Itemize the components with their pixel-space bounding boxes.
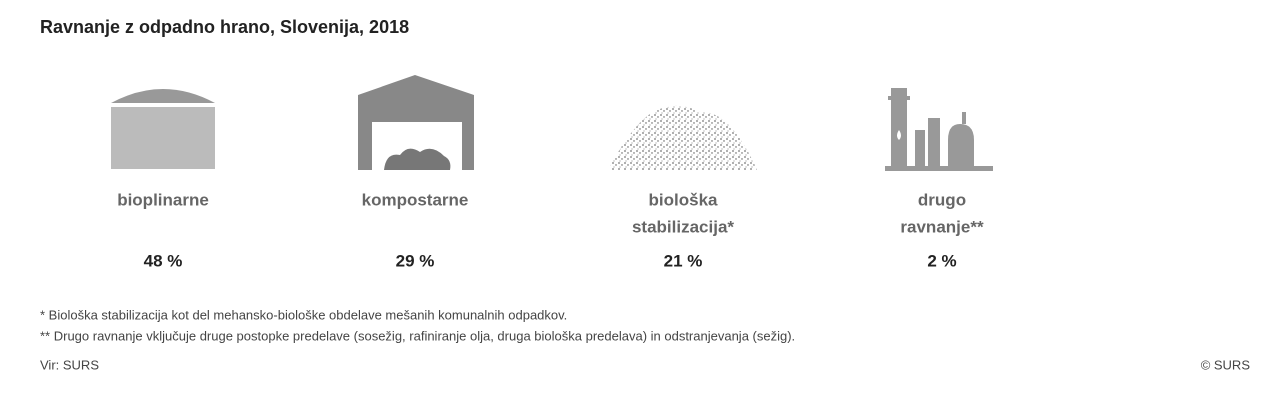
item-value: 29 %	[396, 251, 435, 270]
icon-biogas	[111, 89, 215, 169]
item-label: drugo	[918, 190, 966, 209]
icon-compost	[358, 75, 474, 170]
item-label: bioplinarne	[117, 190, 209, 209]
item-value: 21 %	[664, 251, 703, 270]
item-value: 2 %	[927, 251, 956, 270]
items: bioplinarne 48 % kompostarne 29 % biološka st…	[117, 190, 984, 270]
item-label: ravnanje**	[900, 217, 984, 236]
icon-plant	[885, 88, 993, 171]
copyright: © SURS	[1201, 357, 1251, 372]
icon-pile	[608, 105, 757, 170]
footnote: * Biološka stabilizacija kot del mehansk…	[40, 307, 567, 322]
footnote: ** Drugo ravnanje vključuje druge postop…	[40, 328, 795, 343]
item-label: biološka	[649, 190, 719, 209]
item-value: 48 %	[144, 251, 183, 270]
title: Ravnanje z odpadno hrano, Slovenija, 201…	[40, 17, 409, 37]
item-label: kompostarne	[362, 190, 469, 209]
source: Vir: SURS	[40, 357, 99, 372]
item-label: stabilizacija*	[632, 217, 734, 236]
